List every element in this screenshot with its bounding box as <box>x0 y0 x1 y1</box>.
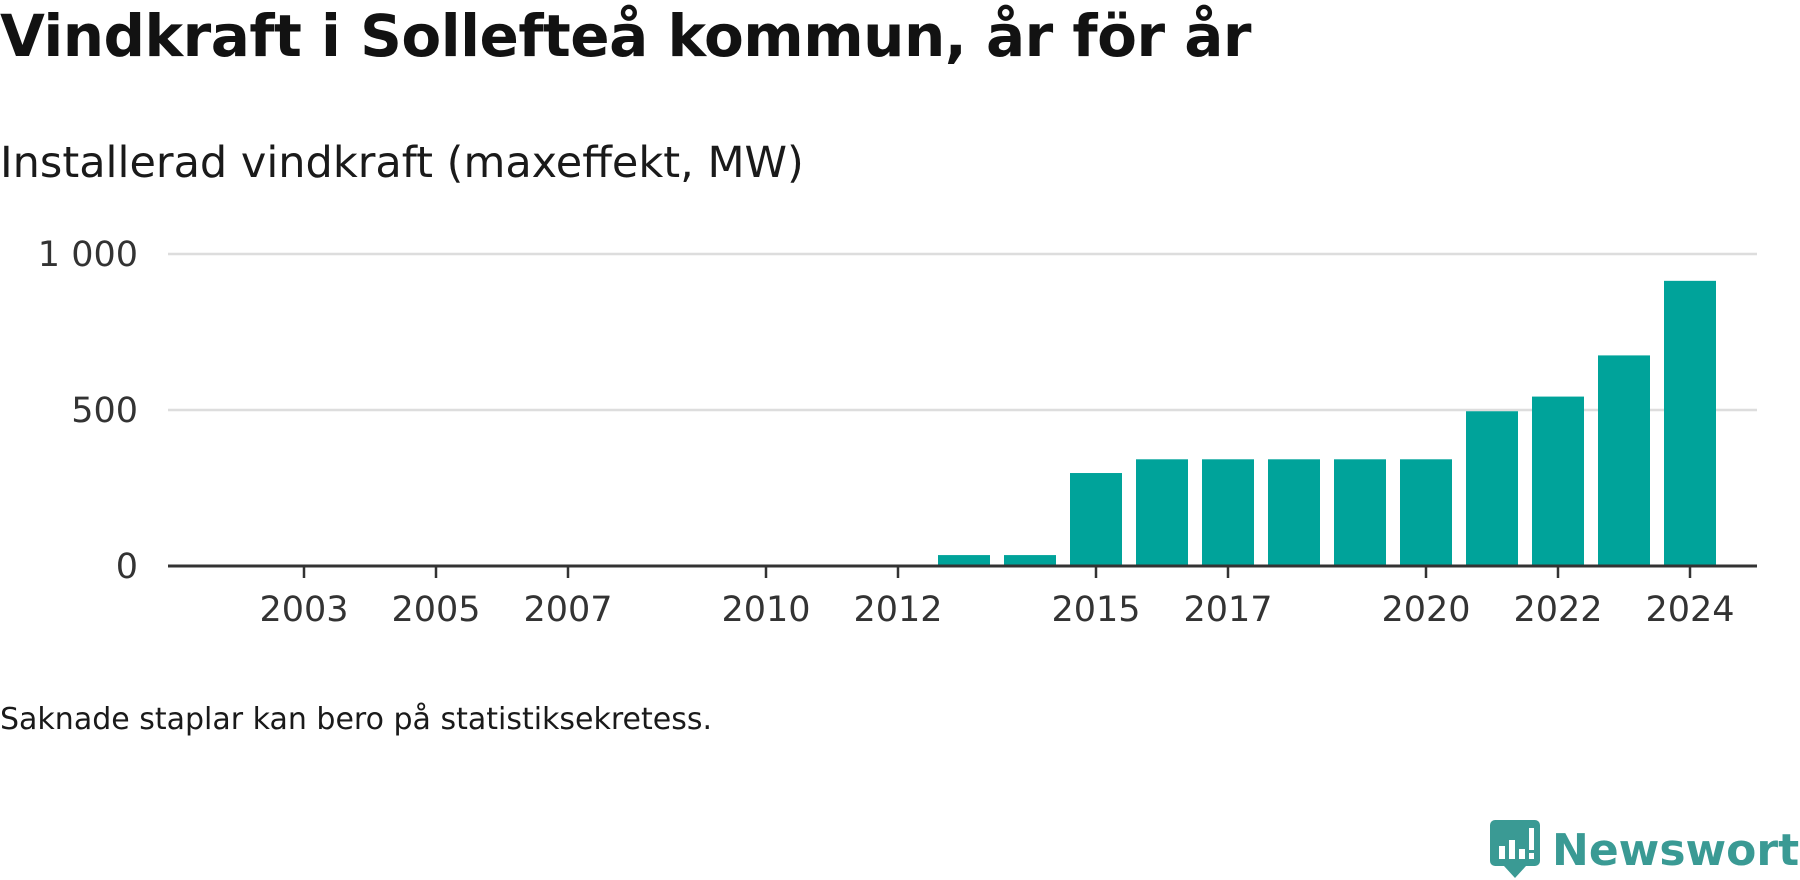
grid-lines <box>168 252 1757 412</box>
bar <box>1334 459 1386 566</box>
newsworthy-logo-icon <box>1490 820 1540 878</box>
x-tick-label: 2007 <box>523 590 612 630</box>
bar <box>1664 280 1716 566</box>
chart-title: Vindkraft i Sollefteå kommun, år för år <box>0 2 1252 70</box>
bar <box>1004 555 1056 566</box>
footnote: Saknade staplar kan bero på statistiksek… <box>0 702 713 737</box>
x-tick-label: 2015 <box>1051 590 1140 630</box>
x-tick-label: 2020 <box>1381 590 1470 630</box>
y-tick-label: 1 000 <box>38 235 138 275</box>
chart-subtitle: Installerad vindkraft (maxeffekt, MW) <box>0 138 804 188</box>
bar <box>1268 459 1320 566</box>
x-tick-label: 2017 <box>1183 590 1272 630</box>
x-tick-label: 2012 <box>853 590 942 630</box>
bar <box>1532 396 1584 566</box>
x-tick-label: 2022 <box>1513 590 1602 630</box>
x-tick-label: 2024 <box>1645 590 1734 630</box>
bar <box>1400 459 1452 566</box>
x-axis-ticks: 2003 2005 2007 2010 2012 2015 2017 2020 2022 2024 <box>259 566 1735 630</box>
bar <box>1202 459 1254 566</box>
y-tick-label: 0 <box>116 547 138 587</box>
brand-name: Newsworthy <box>1552 824 1800 876</box>
bars <box>938 280 1716 566</box>
brand: Newsworthy <box>1490 820 1800 880</box>
x-tick-label: 2010 <box>721 590 810 630</box>
y-tick-label: 500 <box>71 391 138 431</box>
bar <box>1136 459 1188 566</box>
bar <box>1070 473 1122 566</box>
bar <box>1598 355 1650 566</box>
x-tick-label: 2003 <box>259 590 348 630</box>
x-tick-label: 2005 <box>391 590 480 630</box>
bar <box>938 555 990 566</box>
bar <box>1466 411 1518 566</box>
y-axis-ticks: 0 500 1 000 <box>38 235 138 587</box>
